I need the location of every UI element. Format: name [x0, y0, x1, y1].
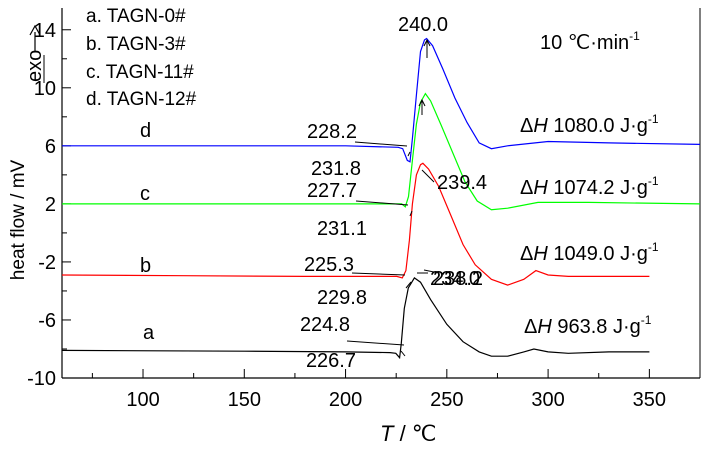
- enthalpy-label-c: ΔH 1074.2 J·g-1: [520, 174, 659, 199]
- x-axis-label-unit: ℃: [412, 421, 437, 446]
- series-tag-c: c: [140, 183, 150, 205]
- pointer-line-a-1: [346, 340, 405, 346]
- y-axis-label: heat flow / mV: [8, 159, 29, 280]
- series-tag-a: a: [143, 322, 155, 344]
- pointer-line-c-2: [409, 210, 413, 217]
- series-line-d: [62, 37, 701, 163]
- enthalpy-var-b: H: [533, 243, 553, 265]
- exo-indicator: exo: [24, 24, 46, 83]
- legend-entry-b: b. TAGN-3#: [86, 34, 186, 55]
- peak-label-b-3: 238.2: [433, 268, 483, 290]
- legend-entry-c: c. TAGN-11#: [86, 62, 194, 83]
- enthalpy-value-d: 1080.0 J·g: [553, 115, 648, 137]
- peak-label-c-1: 227.7: [307, 180, 357, 202]
- peak-label-b-1: 225.3: [304, 254, 354, 276]
- y-tick-label--10: -10: [27, 368, 56, 390]
- pointer-line-b-3: [423, 269, 435, 273]
- x-axis-label: T / ℃: [380, 421, 437, 446]
- y-tick-label-2: 2: [45, 194, 56, 216]
- enthalpy-delta-c: Δ: [520, 177, 533, 199]
- enthalpy-sup-a: -1: [641, 313, 652, 327]
- legend: a. TAGN-0# b. TAGN-3# c. TAGN-11# d. TAG…: [86, 6, 197, 110]
- legend-entry-d: d. TAGN-12#: [86, 89, 197, 110]
- pointer-line-c-1: [355, 200, 409, 206]
- y-tick-label-6: 6: [45, 136, 56, 158]
- peak-label-b-2: 229.8: [317, 287, 367, 309]
- ticks-layer: 100 150 200 250 300 350 -10 -6 -2 2 6 10 14: [27, 20, 666, 411]
- enthalpy-var-c: H: [533, 177, 553, 199]
- enthalpy-label-d: ΔH 1080.0 J·g-1: [520, 112, 659, 137]
- enthalpy-delta-b: Δ: [520, 243, 533, 265]
- series-tag-d: d: [140, 120, 151, 142]
- peak-label-a-2: 226.7: [306, 350, 356, 372]
- pointer-line-a-2: [400, 350, 406, 357]
- enthalpy-sup-d: -1: [648, 112, 659, 126]
- x-tick-label-200: 200: [329, 389, 362, 411]
- enthalpy-delta-a: Δ: [524, 316, 537, 338]
- x-tick-label-300: 300: [531, 389, 564, 411]
- pointer-line-b-2: [405, 281, 412, 289]
- series-tag-b: b: [140, 255, 151, 277]
- exo-label: exo: [24, 50, 46, 82]
- y-tick-label-10: 10: [34, 78, 56, 100]
- pointer-line-d-1: [354, 141, 408, 147]
- x-axis-label-var: T: [380, 421, 395, 446]
- exo-arrow-head: [29, 24, 41, 36]
- enthalpy-label-a: ΔH 963.8 J·g-1: [524, 313, 652, 338]
- series-line-a: [61, 277, 650, 360]
- x-axis-label-sep: /: [393, 421, 411, 446]
- pointer-line-c-3: [421, 169, 435, 183]
- peak-label-d-2: 231.8: [311, 158, 361, 180]
- peak-label-c-3: 239.4: [437, 172, 487, 194]
- peak-label-c-2: 231.1: [317, 218, 367, 240]
- peak-label-d-3: 240.0: [398, 14, 448, 36]
- legend-entry-a: a. TAGN-0#: [86, 6, 186, 27]
- y-tick-label--6: -6: [38, 310, 56, 332]
- enthalpy-value-b: 1049.0 J·g: [553, 243, 648, 265]
- enthalpy-var-a: H: [537, 316, 557, 338]
- peak-label-a-3: 234.0: [430, 268, 480, 290]
- y-tick-label--2: -2: [38, 252, 56, 274]
- pointer-line-d-2: [407, 151, 411, 157]
- enthalpy-var-d: H: [533, 115, 553, 137]
- y-tick-label-14: 14: [34, 20, 56, 42]
- x-tick-label-100: 100: [126, 389, 159, 411]
- heating-rate-sup: -1: [629, 29, 640, 43]
- pointer-line-b-1: [351, 272, 406, 276]
- peak-label-a-1: 224.8: [300, 314, 350, 336]
- x-tick-label-250: 250: [430, 389, 463, 411]
- heating-rate-label: 10 ℃·min-1: [540, 29, 640, 54]
- x-tick-label-150: 150: [228, 389, 261, 411]
- enthalpy-sup-c: -1: [648, 174, 659, 188]
- series-line-b: [61, 162, 650, 286]
- peak-arrowhead-1: [423, 38, 431, 47]
- heating-rate-text: 10 ℃·min: [540, 32, 629, 54]
- enthalpy-value-a: 963.8 J·g: [557, 316, 640, 338]
- enthalpy-delta-d: Δ: [520, 115, 533, 137]
- enthalpy-sup-b: -1: [648, 240, 659, 254]
- enthalpy-label-b: ΔH 1049.0 J·g-1: [520, 240, 659, 265]
- x-tick-label-350: 350: [633, 389, 666, 411]
- enthalpy-value-c: 1074.2 J·g: [553, 177, 648, 199]
- peak-label-d-1: 228.2: [307, 121, 357, 143]
